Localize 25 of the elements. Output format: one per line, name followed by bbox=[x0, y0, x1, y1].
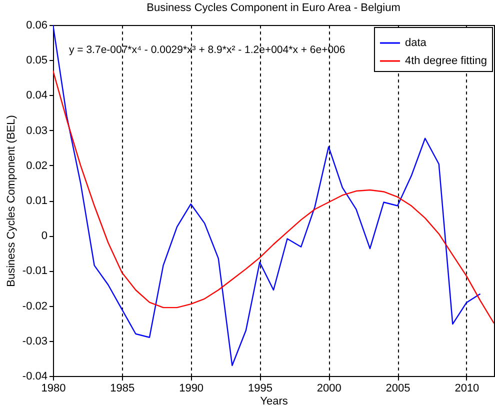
x-tick-label: 1990 bbox=[179, 382, 204, 394]
y-tick-label: -0.01 bbox=[22, 265, 48, 278]
x-tick-label: 1980 bbox=[41, 382, 66, 394]
x-tick-label: 1985 bbox=[110, 382, 135, 394]
y-axis-title: Business Cycles Component (BEL) bbox=[5, 115, 18, 287]
y-tick-label: -0.04 bbox=[22, 370, 48, 382]
x-tick-label: 2005 bbox=[386, 382, 410, 394]
y-tick-label: 0.05 bbox=[26, 54, 48, 67]
x-tick-label: 2000 bbox=[316, 382, 342, 394]
y-tick-label: 0.03 bbox=[26, 124, 48, 137]
y-tick-label: 0.06 bbox=[26, 20, 48, 32]
y-tick-label: 0 bbox=[41, 230, 48, 242]
legend-label: data bbox=[405, 37, 428, 49]
y-tick-label: 0.04 bbox=[26, 90, 48, 102]
annotation: y = 3.7e-007*x⁴ - 0.0029*x³ + 8.9*x² - 1.2e+004*x + 6e+006 bbox=[69, 44, 346, 56]
y-tick-label: 0.01 bbox=[26, 195, 48, 207]
chart-title: Business Cycles Component in Euro Area - Belgium bbox=[146, 2, 400, 14]
y-tick-label: -0.02 bbox=[22, 300, 48, 312]
x-tick-label: 1995 bbox=[248, 382, 272, 394]
x-axis-title: Years bbox=[260, 396, 288, 406]
y-tick-label: 0.02 bbox=[26, 160, 48, 172]
legend-label: 4th degree fitting bbox=[405, 55, 487, 67]
x-tick-label: 2010 bbox=[454, 382, 480, 394]
line-series bbox=[53, 70, 494, 324]
y-tick-label: -0.03 bbox=[22, 335, 48, 348]
